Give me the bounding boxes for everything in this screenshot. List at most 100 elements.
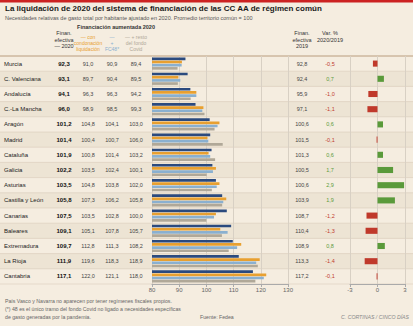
svg-text:-0,5: -0,5	[325, 61, 334, 67]
svg-text:130: 130	[283, 287, 294, 293]
svg-text:102,0: 102,0	[129, 182, 143, 188]
svg-text:103,9: 103,9	[295, 197, 309, 203]
svg-text:0,6: 0,6	[326, 121, 334, 127]
svg-text:0: 0	[376, 287, 380, 293]
svg-text:105,1: 105,1	[81, 228, 95, 234]
svg-text:107,3: 107,3	[81, 197, 95, 203]
svg-text:118,9: 118,9	[129, 258, 142, 264]
svg-text:111,3: 111,3	[106, 243, 119, 249]
svg-text:efectiva: efectiva	[55, 37, 75, 43]
svg-text:100,7: 100,7	[105, 137, 119, 143]
svg-text:113,3: 113,3	[295, 258, 308, 264]
svg-text:103,2: 103,2	[129, 152, 143, 158]
svg-text:96,3: 96,3	[107, 91, 118, 97]
svg-text:103,5: 103,5	[56, 182, 72, 188]
svg-text:-0,1: -0,1	[325, 273, 334, 279]
svg-text:C.-La Mancha: C.-La Mancha	[4, 106, 42, 112]
svg-text:Aragón: Aragón	[4, 121, 23, 127]
svg-text:La Rioja: La Rioja	[4, 258, 27, 264]
svg-text:-3: -3	[347, 287, 353, 293]
svg-text:101,5: 101,5	[295, 137, 309, 143]
svg-text:Canarias: Canarias	[4, 213, 28, 219]
svg-text:107,8: 107,8	[105, 228, 119, 234]
svg-text:92,8: 92,8	[297, 61, 308, 67]
svg-text:101,4: 101,4	[56, 137, 72, 143]
svg-text:90,4: 90,4	[107, 76, 118, 82]
svg-text:Asturias: Asturias	[4, 182, 26, 188]
svg-text:90,9: 90,9	[107, 61, 118, 67]
svg-text:98,9: 98,9	[83, 106, 94, 112]
svg-text:100,6: 100,6	[295, 182, 309, 188]
svg-text:106,0: 106,0	[129, 137, 143, 143]
svg-text:122,0: 122,0	[81, 273, 95, 279]
svg-text:109,7: 109,7	[56, 243, 72, 249]
svg-text:Galicia: Galicia	[4, 167, 23, 173]
svg-text:99,3: 99,3	[131, 106, 142, 112]
svg-text:Murcia: Murcia	[4, 61, 23, 67]
svg-text:93,1: 93,1	[58, 76, 70, 82]
svg-text:Madrid: Madrid	[4, 137, 22, 143]
svg-text:106,2: 106,2	[105, 197, 119, 203]
svg-text:103,0: 103,0	[129, 121, 143, 127]
svg-text:112,8: 112,8	[81, 243, 94, 249]
svg-text:100,8: 100,8	[81, 152, 95, 158]
svg-text:-0,1: -0,1	[325, 137, 334, 143]
svg-text:108,2: 108,2	[129, 243, 143, 249]
svg-text:2020/2019: 2020/2019	[317, 37, 343, 43]
svg-text:101,3: 101,3	[295, 152, 309, 158]
svg-text:100: 100	[201, 287, 212, 293]
svg-text:La liquidación de 2020 del sis: La liquidación de 2020 del sistema de fi…	[5, 4, 322, 13]
svg-text:liquidación: liquidación	[76, 46, 100, 52]
svg-text:0,6: 0,6	[326, 152, 334, 158]
svg-text:108,7: 108,7	[295, 213, 309, 219]
svg-text:108,9: 108,9	[295, 243, 309, 249]
svg-text:100,5: 100,5	[295, 167, 309, 173]
svg-text:105,8: 105,8	[129, 197, 143, 203]
svg-text:119,6: 119,6	[81, 258, 94, 264]
svg-text:104,1: 104,1	[105, 121, 119, 127]
svg-text:89,4: 89,4	[131, 61, 142, 67]
svg-text:Finan.: Finan.	[294, 30, 310, 36]
svg-text:2,9: 2,9	[326, 182, 334, 188]
svg-text:107,5: 107,5	[56, 213, 72, 219]
svg-text:105,8: 105,8	[56, 197, 72, 203]
svg-text:101,4: 101,4	[105, 152, 119, 158]
svg-text:110,4: 110,4	[295, 228, 308, 234]
svg-text:100,4: 100,4	[81, 137, 95, 143]
svg-text:País Vasco y Navarra no aparec: País Vasco y Navarra no aparecen por ten…	[5, 298, 172, 304]
svg-text:C. CORTINAS / CINCO DÍAS: C. CORTINAS / CINCO DÍAS	[341, 314, 409, 320]
svg-text:Cantabria: Cantabria	[4, 273, 31, 279]
svg-text:Andalucía: Andalucía	[4, 91, 31, 97]
svg-text:111,9: 111,9	[57, 258, 72, 264]
svg-text:— 2020: — 2020	[54, 43, 73, 49]
svg-text:120: 120	[256, 287, 267, 293]
svg-text:102,4: 102,4	[105, 167, 119, 173]
svg-text:98,5: 98,5	[107, 106, 118, 112]
svg-text:3: 3	[403, 287, 407, 293]
svg-text:89,7: 89,7	[83, 76, 94, 82]
svg-text:117,1: 117,1	[57, 273, 72, 279]
svg-text:100,0: 100,0	[129, 213, 143, 219]
svg-text:FC48*: FC48*	[105, 46, 119, 52]
svg-text:Extremadura: Extremadura	[4, 243, 39, 249]
svg-text:Covid: Covid	[130, 46, 143, 52]
svg-text:2019: 2019	[296, 43, 308, 49]
svg-text:94,1: 94,1	[58, 91, 70, 97]
svg-text:1,9: 1,9	[326, 197, 334, 203]
svg-text:92,3: 92,3	[58, 61, 70, 67]
svg-text:118,3: 118,3	[105, 258, 118, 264]
svg-text:103,8: 103,8	[105, 182, 119, 188]
svg-text:80: 80	[149, 287, 156, 293]
svg-text:-1,0: -1,0	[325, 91, 334, 97]
svg-text:90: 90	[176, 287, 183, 293]
svg-text:-1,4: -1,4	[325, 258, 334, 264]
svg-text:104,8: 104,8	[81, 121, 95, 127]
svg-text:-1,2: -1,2	[325, 213, 334, 219]
svg-text:-1,1: -1,1	[325, 106, 334, 112]
svg-text:101,2: 101,2	[56, 121, 72, 127]
svg-text:104,8: 104,8	[81, 182, 95, 188]
svg-text:109,1: 109,1	[56, 228, 72, 234]
svg-text:Necesidades relativas de gasto: Necesidades relativas de gasto total por…	[5, 15, 253, 21]
svg-text:101,9: 101,9	[56, 152, 72, 158]
svg-text:103,5: 103,5	[81, 213, 95, 219]
